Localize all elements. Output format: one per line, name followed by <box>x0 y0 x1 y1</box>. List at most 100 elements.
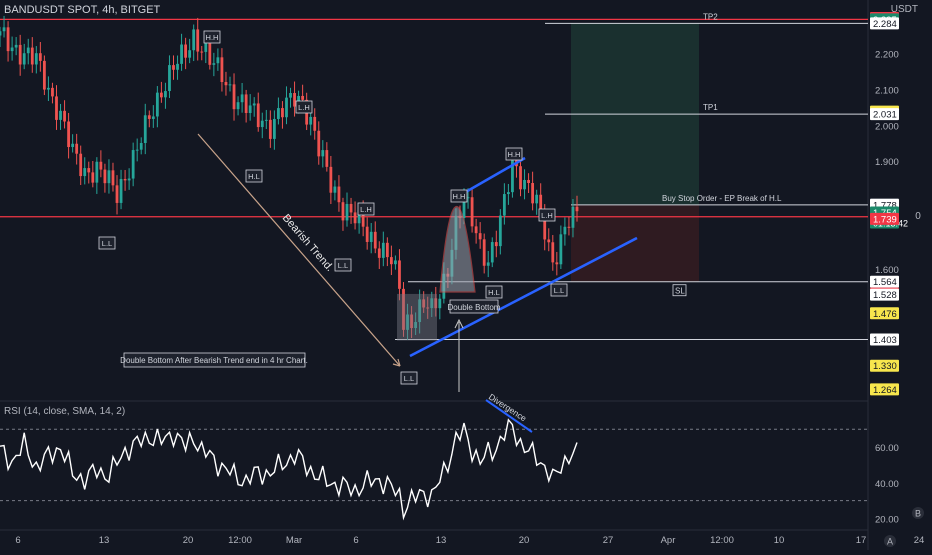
candle-body <box>75 143 79 154</box>
time-tick-label: 12:00 <box>710 535 734 546</box>
candle-body <box>567 226 571 228</box>
pivot-label: L.L <box>338 261 348 270</box>
candle-body <box>389 257 393 265</box>
currency-label: USDT <box>890 4 918 15</box>
candle-body <box>51 87 54 97</box>
candle-body <box>123 178 127 181</box>
double-bottom-label: Double Bottom <box>448 303 501 312</box>
level-label: TP2 <box>703 12 718 21</box>
candle-body <box>406 314 409 330</box>
pivot-label: H.L <box>488 288 500 297</box>
candle-body <box>34 53 38 65</box>
symbol-header: BANDUSDT SPOT, 4h, BITGET <box>4 4 161 16</box>
candle-body <box>200 51 204 53</box>
candle-body <box>523 179 526 190</box>
candle-body <box>264 119 268 121</box>
candle-body <box>551 242 555 263</box>
candle-body <box>365 226 369 242</box>
candle-body <box>462 197 466 218</box>
bearish-trend-line <box>197 133 401 367</box>
candle-body <box>309 116 313 125</box>
candle-body <box>301 95 305 100</box>
candle-body <box>224 82 228 86</box>
pivot-label: L.L <box>102 239 112 248</box>
time-tick-label: 12:00 <box>228 535 252 546</box>
candle-body <box>115 185 119 203</box>
candle-body <box>26 47 30 54</box>
candle-body <box>0 31 2 36</box>
candle-body <box>555 262 559 265</box>
time-tick-label: 13 <box>99 535 110 546</box>
candle-body <box>422 299 426 308</box>
candle-body <box>402 288 405 330</box>
candle-body <box>289 93 292 98</box>
pivot-label-box <box>295 100 313 114</box>
time-tick-label: 10 <box>774 535 785 546</box>
time-tick-label: 27 <box>603 535 614 546</box>
candle-body <box>494 242 498 247</box>
candle-body <box>357 210 361 224</box>
candle-body <box>232 84 236 110</box>
candle-body <box>272 118 276 139</box>
candle-body <box>511 160 514 193</box>
double-bottom-label-box <box>449 299 499 314</box>
candle-body <box>204 43 208 52</box>
time-tick-label: 17 <box>856 535 867 546</box>
settings-icon[interactable] <box>884 535 896 547</box>
candle-body <box>535 194 539 204</box>
candle-body <box>252 103 256 106</box>
candle-body <box>10 47 14 52</box>
candle-body <box>527 179 530 184</box>
candle-body <box>83 168 87 177</box>
support-trendline <box>409 236 638 358</box>
pivot-label-box <box>538 208 556 222</box>
candle-body <box>539 194 543 210</box>
candle-body <box>325 150 329 167</box>
candle-body <box>192 29 196 51</box>
candle-body <box>216 57 220 64</box>
candle-body <box>398 260 401 289</box>
pivot-label-box <box>334 258 352 272</box>
time-tick-label: 24 <box>914 535 925 546</box>
candle-body <box>188 50 192 58</box>
candle-body <box>91 172 95 183</box>
candle-body <box>212 63 216 65</box>
zero-label: 0 <box>915 211 921 222</box>
price-badge <box>870 333 899 346</box>
divergence-line <box>485 399 533 433</box>
price-tick-label: 1.600 <box>875 265 899 276</box>
candle-body <box>22 53 26 65</box>
rsi-settings-icon[interactable] <box>912 507 924 519</box>
candle-body <box>373 231 377 249</box>
candle-body <box>244 94 248 114</box>
candle-body <box>196 29 200 52</box>
candle-body <box>63 110 66 122</box>
time-tick-label: 13 <box>436 535 447 546</box>
price-badge <box>870 108 899 121</box>
candle-body <box>563 226 567 235</box>
candle-body <box>502 194 506 216</box>
candle-body <box>281 108 284 118</box>
candle-body <box>147 115 151 119</box>
candle-body <box>337 186 341 203</box>
time-tick-label: 20 <box>519 535 530 546</box>
candle-body <box>474 226 478 234</box>
candle-body <box>361 210 365 227</box>
candle-body <box>256 103 260 128</box>
pivot-label-box <box>505 147 523 161</box>
candle-body <box>180 44 183 64</box>
candle-body <box>575 206 579 212</box>
pivot-label-box <box>203 30 221 44</box>
candle-body <box>498 215 502 247</box>
candle-body <box>482 239 486 266</box>
pivot-label: H.H <box>508 150 521 159</box>
candle-body <box>236 102 240 110</box>
pivot-label-box <box>245 169 263 183</box>
candle-body <box>119 178 123 203</box>
level-label: TP1 <box>703 103 718 112</box>
candle-body <box>151 116 155 119</box>
candle-body <box>159 92 163 98</box>
candle-body <box>333 186 337 193</box>
